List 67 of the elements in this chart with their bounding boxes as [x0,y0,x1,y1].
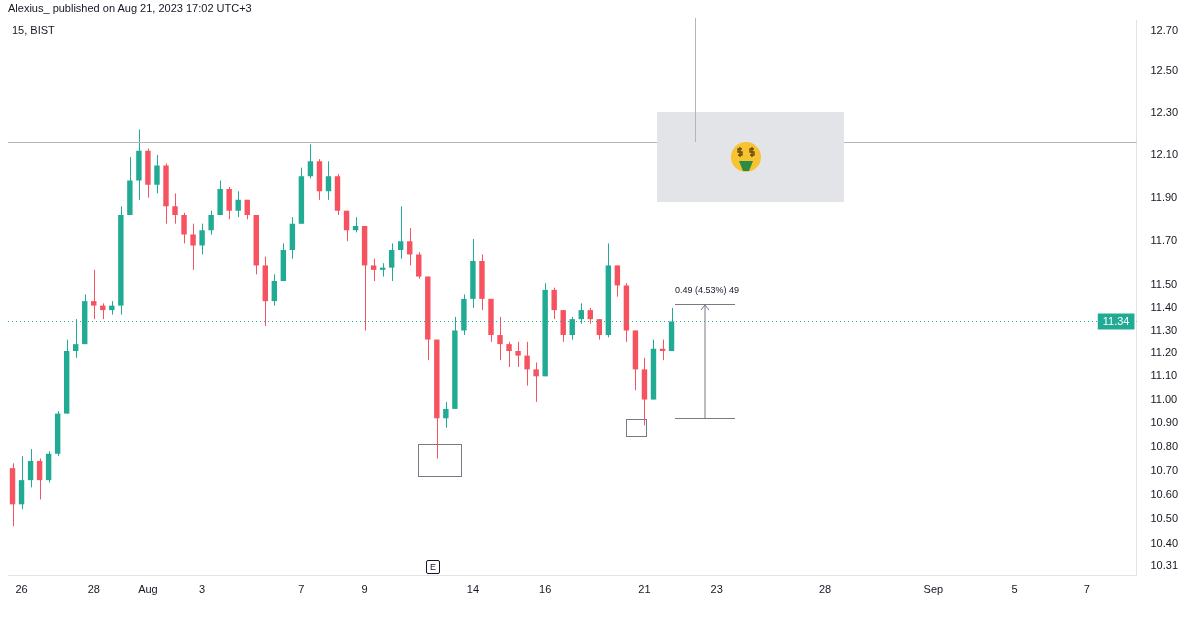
candlestick [307,143,314,179]
candlestick [91,269,97,320]
y-tick-label: 12.30 [1150,105,1178,118]
x-tick-label: 7 [298,583,305,596]
candlestick [208,210,214,236]
annotation: E [426,560,441,574]
candlestick [596,318,603,341]
text: Alexius_ published on Aug 21, 2023 17:02 UTC+3 [8,2,252,14]
x-tick-label: 3 [199,583,206,596]
candlestick [271,273,278,307]
y-tick-label: 11.30 [1150,323,1178,336]
candlestick [27,448,34,488]
x-tick-label: 5 [1011,583,1018,596]
x-tick-label: 7 [1083,583,1090,596]
y-tick-label: 11.00 [1150,392,1178,405]
candlestick [199,223,205,255]
y-tick-label: 11.50 [1150,278,1178,291]
candlestick [325,160,332,201]
x-tick-label: 21 [638,583,651,596]
candlestick [497,316,503,361]
y-tick-label: 11.70 [1150,234,1178,247]
candlestick [172,192,178,225]
y-tick-label: 10.50 [1150,511,1178,524]
y-tick-label: 10.90 [1150,416,1178,429]
annotation: 0.49 (4.53%) 49 [675,285,740,295]
candlestick [226,186,232,220]
candlestick [533,361,539,403]
candlestick [181,212,187,244]
candlestick [36,458,43,500]
candlestick [370,258,377,282]
candlestick [614,264,621,298]
x-tick-label: 28 [818,583,832,596]
ref-line-label: 11.34 [1102,314,1130,327]
chart-title: 15, BIST [12,24,55,36]
x-tick-label: 16 [539,583,552,596]
y-tick-label: 10.80 [1150,439,1178,452]
candlestick [343,210,350,242]
x-tick-label: 26 [15,583,28,596]
x-tick-label: 23 [710,583,723,596]
y-tick-label: 10.60 [1150,487,1178,500]
x-tick-label: Aug [138,583,158,596]
candlestick [154,154,160,194]
candlestick [235,190,241,218]
candlestick [388,242,395,282]
y-tick-label: 10.70 [1150,463,1178,476]
y-tick-label: 11.20 [1150,346,1178,359]
candlestick [506,341,512,368]
y-tick-label: 11.90 [1150,190,1178,203]
candlestick [407,227,413,266]
x-tick-label: 9 [361,583,368,596]
y-tick-label: 10.40 [1150,536,1178,549]
candlestick [190,223,196,271]
candlestick [515,341,521,368]
y-tick-label: 10.31 [1150,558,1178,571]
candlestick [416,251,422,280]
candlestick [443,401,449,429]
x-tick-label: 14 [466,583,480,596]
y-tick-label: 12.70 [1150,23,1178,36]
candlestick [551,287,557,320]
y-tick-label: 11.40 [1150,300,1178,313]
y-tick-label: 11.10 [1150,369,1178,382]
y-tick-label: 12.10 [1150,147,1178,160]
candlestick [524,341,530,387]
y-tick-label: 12.50 [1150,64,1178,77]
candlestick [398,205,404,260]
x-tick-label: 28 [87,583,100,596]
x-tick-label: Sep [923,583,944,596]
